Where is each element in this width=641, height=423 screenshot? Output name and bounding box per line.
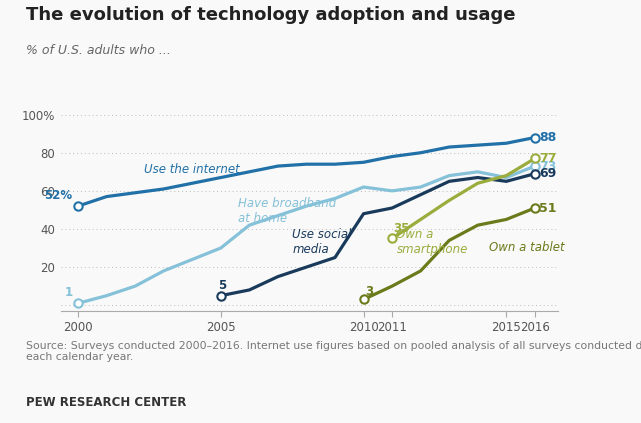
Text: Use social
media: Use social media — [292, 228, 351, 255]
Text: 35: 35 — [394, 222, 410, 235]
Text: Have broadband
at home: Have broadband at home — [238, 197, 336, 225]
Text: 52%: 52% — [44, 190, 72, 202]
Text: 5: 5 — [218, 279, 226, 292]
Text: 77: 77 — [539, 152, 556, 165]
Text: 73: 73 — [539, 159, 556, 173]
Text: 51: 51 — [539, 201, 556, 214]
Text: Use the internet: Use the internet — [144, 162, 240, 176]
Text: 69: 69 — [539, 167, 556, 180]
Text: Own a
smartphone: Own a smartphone — [396, 228, 468, 255]
Text: Own a tablet: Own a tablet — [489, 241, 565, 254]
Text: % of U.S. adults who ...: % of U.S. adults who ... — [26, 44, 171, 58]
Text: PEW RESEARCH CENTER: PEW RESEARCH CENTER — [26, 396, 186, 409]
Text: The evolution of technology adoption and usage: The evolution of technology adoption and… — [26, 6, 515, 25]
Text: 3: 3 — [365, 285, 373, 297]
Text: 1: 1 — [64, 286, 72, 299]
Text: Source: Surveys conducted 2000–2016. Internet use figures based on pooled analys: Source: Surveys conducted 2000–2016. Int… — [26, 341, 641, 362]
Text: 88: 88 — [539, 131, 556, 144]
